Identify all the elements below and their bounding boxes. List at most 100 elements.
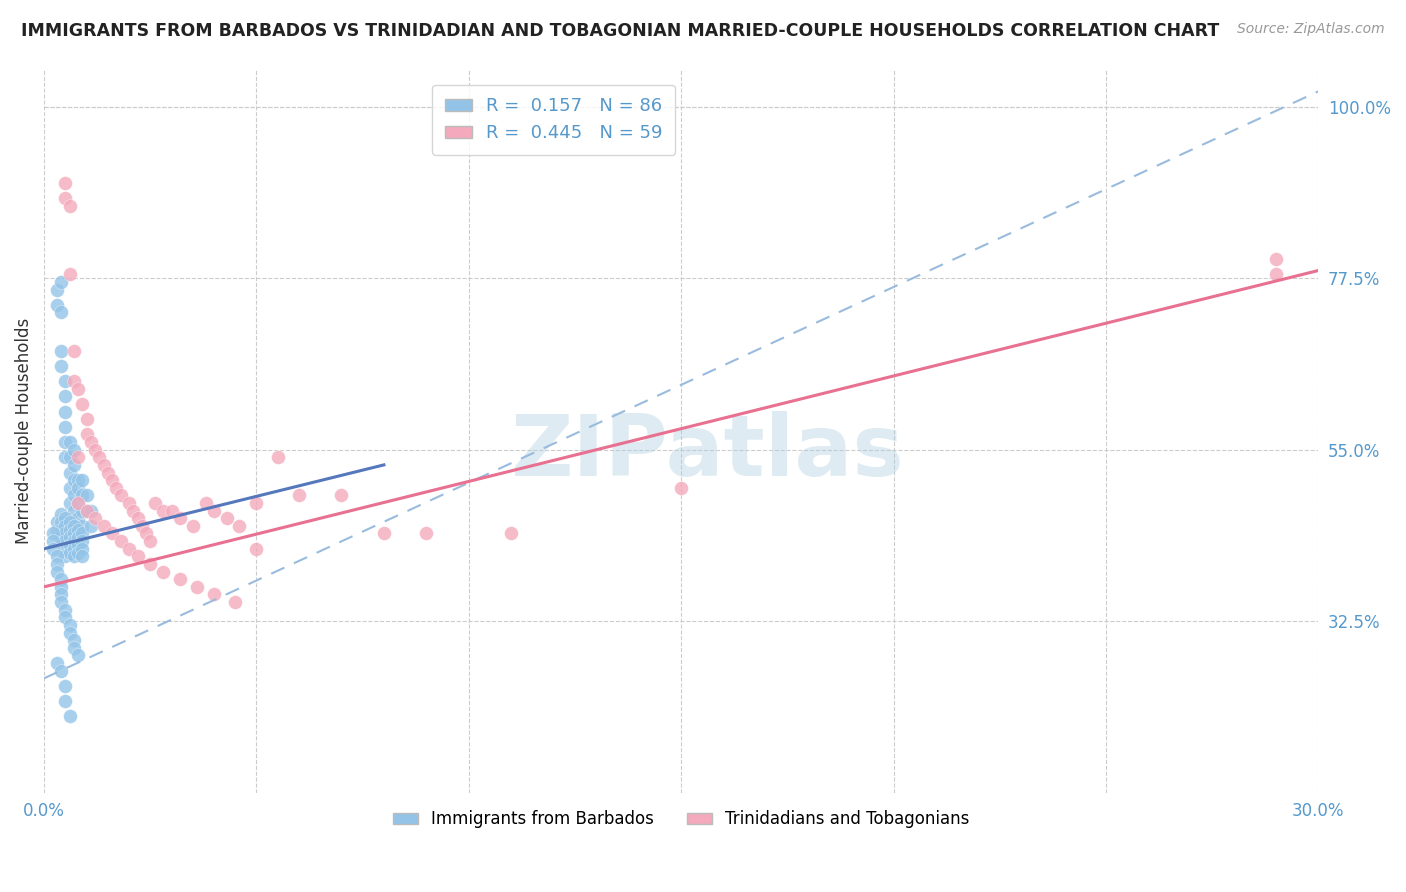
Point [49, 305, 72, 319]
Point [67, 450, 90, 465]
Point [669, 481, 692, 495]
Point [58, 625, 80, 640]
Point [58, 199, 80, 213]
Point [58, 466, 80, 480]
Point [76, 488, 98, 502]
Point [76, 427, 98, 442]
Point [67, 530, 90, 544]
Point [49, 664, 72, 678]
Point [49, 580, 72, 594]
Point [45, 523, 67, 537]
Point [53, 435, 76, 450]
Point [135, 526, 157, 541]
Point [72, 473, 94, 487]
Point [152, 565, 174, 579]
Point [45, 557, 67, 571]
Point [53, 541, 76, 556]
Point [49, 530, 72, 544]
Point [53, 519, 76, 533]
Point [224, 595, 246, 609]
Point [58, 435, 80, 450]
Point [49, 587, 72, 601]
Point [41, 526, 63, 541]
Point [181, 519, 204, 533]
Point [53, 679, 76, 693]
Point [53, 549, 76, 564]
Point [245, 496, 267, 510]
Point [118, 496, 141, 510]
Point [63, 374, 86, 388]
Point [93, 458, 115, 472]
Point [72, 541, 94, 556]
Point [58, 481, 80, 495]
Point [101, 526, 124, 541]
Point [67, 511, 90, 525]
Point [288, 488, 311, 502]
Point [49, 595, 72, 609]
Point [202, 587, 225, 601]
Point [143, 496, 166, 510]
Point [139, 534, 162, 549]
Point [63, 458, 86, 472]
Point [58, 515, 80, 529]
Point [72, 519, 94, 533]
Point [127, 549, 149, 564]
Point [58, 538, 80, 552]
Point [67, 545, 90, 559]
Point [139, 557, 162, 571]
Point [63, 488, 86, 502]
Point [53, 191, 76, 205]
Point [67, 538, 90, 552]
Text: ZIPatlas: ZIPatlas [510, 411, 904, 494]
Point [53, 419, 76, 434]
Point [49, 572, 72, 586]
Point [105, 481, 128, 495]
Point [67, 382, 90, 396]
Point [49, 359, 72, 373]
Point [53, 450, 76, 465]
Point [45, 283, 67, 297]
Point [228, 519, 250, 533]
Point [41, 534, 63, 549]
Point [53, 389, 76, 403]
Point [1264, 268, 1286, 282]
Point [58, 450, 80, 465]
Point [63, 519, 86, 533]
Point [245, 541, 267, 556]
Point [63, 343, 86, 358]
Point [67, 481, 90, 495]
Point [58, 268, 80, 282]
Point [58, 709, 80, 723]
Point [72, 503, 94, 517]
Point [63, 534, 86, 549]
Point [41, 541, 63, 556]
Point [63, 549, 86, 564]
Point [49, 515, 72, 529]
Point [84, 511, 107, 525]
Point [72, 526, 94, 541]
Point [53, 694, 76, 708]
Point [67, 523, 90, 537]
Point [63, 541, 86, 556]
Point [89, 450, 111, 465]
Point [72, 488, 94, 502]
Point [76, 412, 98, 426]
Point [72, 397, 94, 411]
Point [53, 176, 76, 190]
Point [63, 473, 86, 487]
Point [45, 656, 67, 670]
Point [58, 496, 80, 510]
Point [53, 374, 76, 388]
Point [49, 275, 72, 289]
Point [97, 466, 120, 480]
Point [67, 648, 90, 663]
Point [122, 503, 145, 517]
Point [63, 640, 86, 655]
Point [72, 534, 94, 549]
Point [53, 534, 76, 549]
Point [45, 565, 67, 579]
Point [415, 526, 437, 541]
Point [110, 534, 132, 549]
Point [76, 503, 98, 517]
Point [127, 511, 149, 525]
